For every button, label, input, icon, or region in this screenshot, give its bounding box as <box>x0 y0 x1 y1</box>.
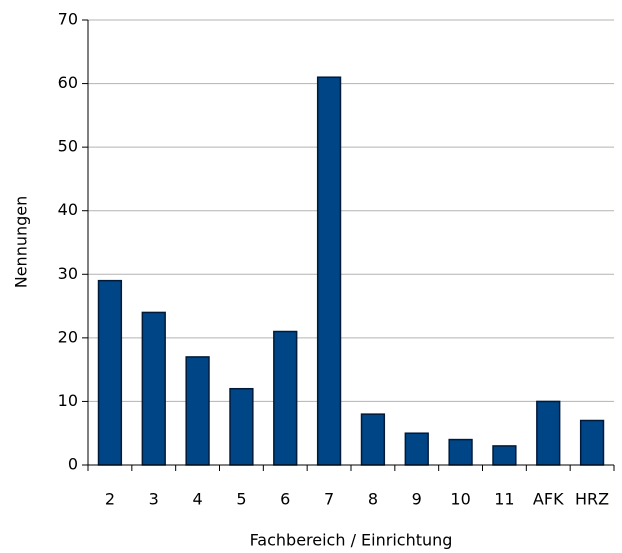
bar <box>448 438 473 466</box>
y-tick-label: 10 <box>58 391 78 410</box>
y-tick-label: 60 <box>58 73 78 92</box>
y-tick-label: 40 <box>58 200 78 219</box>
bar <box>141 311 166 466</box>
bar <box>229 387 254 466</box>
y-tick-label: 30 <box>58 264 78 283</box>
y-tick-label: 70 <box>58 10 78 29</box>
bar <box>360 413 386 466</box>
bar <box>404 432 429 466</box>
x-tick-label: 11 <box>494 490 514 509</box>
x-tick-label: 7 <box>324 490 334 509</box>
y-tick-label: 50 <box>58 137 78 156</box>
x-tick-label: HRZ <box>575 490 609 509</box>
bar <box>273 330 298 466</box>
x-tick-label: 9 <box>412 490 422 509</box>
x-tick-label: 2 <box>105 490 115 509</box>
y-tick-label: 0 <box>68 455 78 474</box>
x-tick-label: 10 <box>450 490 470 509</box>
x-tick-label: 8 <box>368 490 378 509</box>
bar <box>579 419 605 466</box>
bar <box>536 400 561 466</box>
x-tick-label: 4 <box>192 490 202 509</box>
bar <box>316 76 342 466</box>
x-tick-label: AFK <box>533 490 564 509</box>
bar <box>492 445 517 466</box>
x-axis-label: Fachbereich / Einrichtung <box>250 531 453 550</box>
bar <box>97 279 123 466</box>
y-axis-label: Nennungen <box>12 196 31 289</box>
x-tick-label: 5 <box>236 490 246 509</box>
x-tick-label: 6 <box>280 490 290 509</box>
x-tick-label: 3 <box>149 490 159 509</box>
bar <box>185 356 210 466</box>
y-tick-label: 20 <box>58 327 78 346</box>
